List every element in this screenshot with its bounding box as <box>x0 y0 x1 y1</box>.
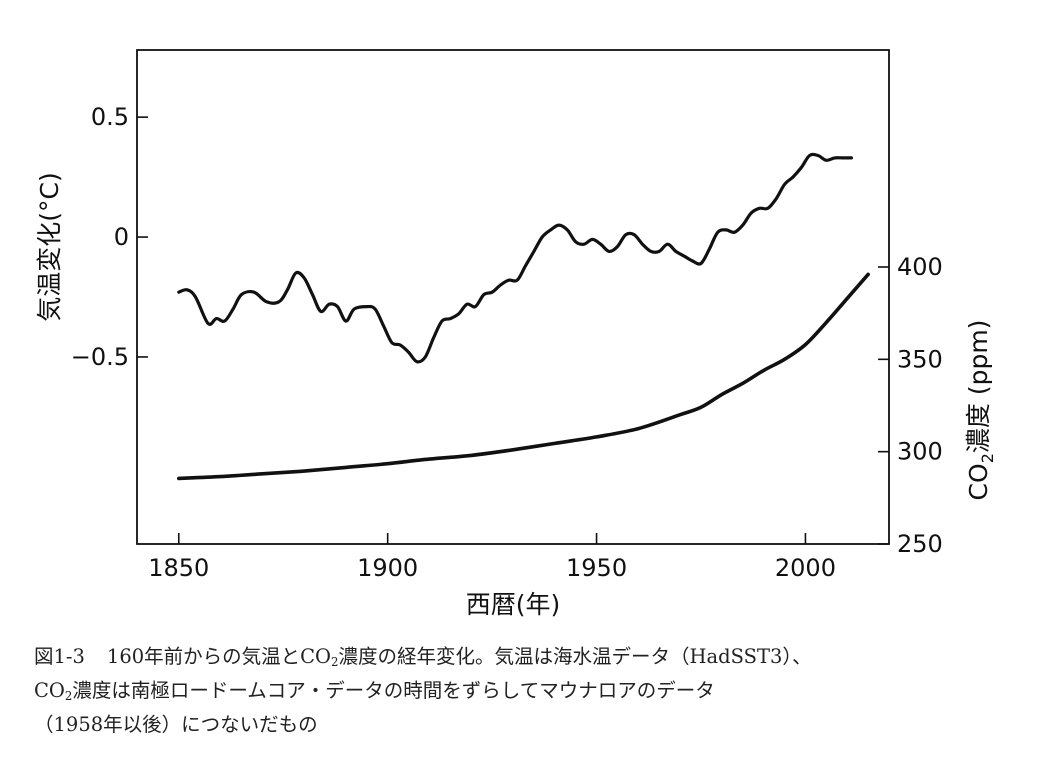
right-tick-label: 250 <box>897 530 943 558</box>
right-tick-label: 350 <box>897 345 943 373</box>
figure-number: 図1-3 <box>34 645 85 668</box>
x-axis-title: 西暦(年) <box>466 590 561 619</box>
right-tick-label: 400 <box>897 253 943 281</box>
co2-line <box>177 272 870 481</box>
right-axis-title: CO2濃度 (ppm) <box>964 320 997 501</box>
caption-line-2: CO2濃度は南極ロードームコア・データの時間をずらしてマウナロアのデータ <box>34 674 1024 708</box>
x-tick-label: 1900 <box>357 554 418 582</box>
caption-text: 濃度は南極ロードームコア・データの時間をずらしてマウナロアのデータ <box>72 679 715 702</box>
left-tick-label: 0 <box>114 223 129 251</box>
left-tick-label: 0.5 <box>91 103 129 131</box>
caption-line-3: （1958年以後）につないだもの <box>34 713 318 736</box>
caption-text: CO <box>34 679 65 702</box>
x-axis: 1850 1900 1950 2000 <box>148 533 836 582</box>
right-tick-label: 300 <box>897 438 943 466</box>
chart: 0.5 0 −0.5 400 350 300 250 1850 1900 1950 2000 西… <box>35 49 997 619</box>
caption-subscript: 2 <box>64 688 73 703</box>
x-tick-label: 1850 <box>148 554 209 582</box>
temperature-line <box>177 152 853 364</box>
x-tick-label: 1950 <box>566 554 627 582</box>
caption-subscript: 2 <box>331 654 339 669</box>
caption-text: 濃度の経年変化。気温は海水温データ（HadSST3）、 <box>338 645 812 668</box>
caption-line-1: 図1-3 160年前からの気温とCO2濃度の経年変化。気温は海水温データ（HadS… <box>34 640 1024 674</box>
caption-text: 160年前からの気温とCO <box>106 645 332 668</box>
left-tick-label: −0.5 <box>71 343 129 371</box>
plot-frame <box>136 49 890 545</box>
x-tick-label: 2000 <box>775 554 836 582</box>
right-axis: 400 350 300 250 <box>878 253 943 558</box>
left-axis: 0.5 0 −0.5 <box>71 103 148 371</box>
left-axis-title: 気温変化(°C) <box>35 172 64 321</box>
figure-caption: 図1-3 160年前からの気温とCO2濃度の経年変化。気温は海水温データ（HadS… <box>34 640 1024 742</box>
